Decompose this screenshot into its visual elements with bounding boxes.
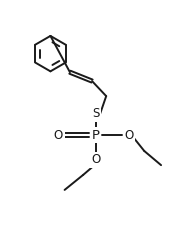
Text: O: O <box>54 129 63 142</box>
Text: O: O <box>91 153 100 166</box>
Text: P: P <box>92 129 100 142</box>
Text: S: S <box>92 107 99 120</box>
Text: O: O <box>125 129 134 142</box>
